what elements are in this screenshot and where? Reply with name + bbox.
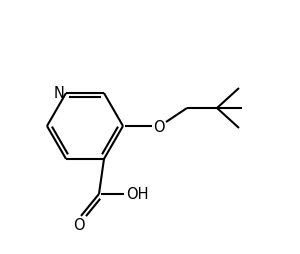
Text: O: O <box>153 119 165 134</box>
Text: OH: OH <box>126 187 148 202</box>
Text: O: O <box>73 218 85 232</box>
Text: N: N <box>54 85 64 100</box>
